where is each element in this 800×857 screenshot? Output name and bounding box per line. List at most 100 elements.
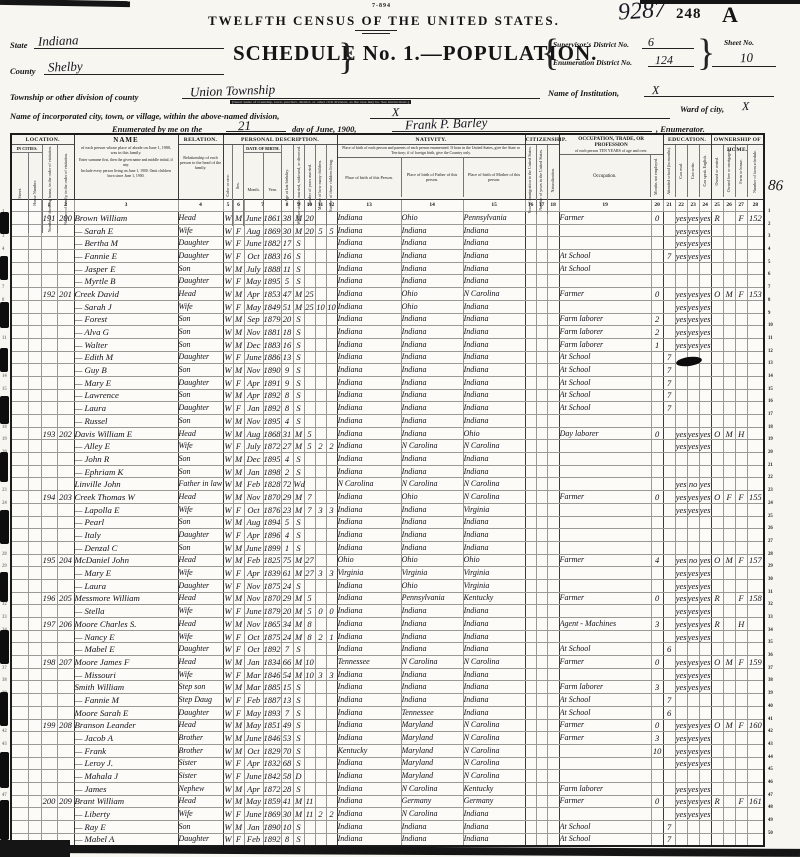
cell: 3 [325,566,338,580]
cell [40,388,58,403]
cell [56,578,75,593]
cell [56,325,75,339]
cell [722,274,736,289]
cell: S [292,452,305,466]
cell [558,274,652,289]
cell [734,540,748,555]
cell: yes [686,337,700,352]
cell [650,832,664,847]
cell: Ohio [400,578,464,593]
cell [662,617,676,631]
cell [674,540,688,555]
cell: Indiana [462,337,526,352]
cell: S [292,693,305,707]
cell: Jan [243,655,264,669]
state-county-brace: } [338,36,357,78]
cell: N Carolina [400,807,464,821]
cell: 30 [280,223,294,238]
cell [56,807,75,821]
cell [303,528,316,542]
cell: Indiana [400,325,464,339]
cell [662,236,676,251]
cell: 10 [280,820,294,834]
cell: yes [674,566,688,580]
cell [10,452,29,466]
cell: yes [698,236,712,251]
column-number: 28 [746,199,765,212]
cell: N Carolina [462,743,526,758]
cell [535,680,548,695]
cell: 17 [280,236,294,251]
cell: Maryland [400,718,464,733]
cell [524,312,537,327]
cell [524,718,537,733]
cell [746,236,765,251]
cell [27,490,42,504]
cell: W [222,566,234,580]
cell: Indiana [462,667,526,682]
scan-edge-smudge-top-right [640,0,800,4]
cell: 203 [56,490,75,504]
cell: 1875 [262,629,282,644]
right-brace: } [697,32,716,74]
occupation-sub: of each person TEN YEARS of age and over… [574,148,648,153]
cell: 7 [662,249,676,263]
cell: 25 [303,299,316,314]
cell: F [734,794,748,809]
row-number: 41 [768,716,773,722]
cell: yes [674,807,688,821]
cell: yes [686,617,700,631]
cell [40,299,58,314]
cell: May [243,718,264,733]
cell: At School [558,249,652,263]
cell: yes [686,299,700,314]
cell [650,464,664,479]
cell [27,502,42,517]
cell [674,769,688,783]
cell: 47 [280,287,294,301]
cell: Indiana [462,604,526,618]
cell: M [292,566,305,580]
cell: 1870 [262,490,282,504]
cell: 2 [314,629,327,644]
cell: yes [698,490,712,504]
census-row: — Guy B Son W M Nov 1890 9 S Indiana Indiana India… [10,363,765,377]
cell: Indiana [336,578,402,593]
cell [746,325,765,339]
cell [27,414,42,428]
cell [650,236,664,251]
cell: Daughter [177,375,224,390]
cell: F [232,566,245,580]
cell [10,655,29,669]
cell [662,261,676,276]
cell [662,528,676,542]
census-row: — Lapolla E Wife W F Oct 1876 23 M 7 3 3 Indiana Ind… [10,502,765,517]
cell: Head [177,211,224,225]
cell [535,401,548,415]
cell: 5 [303,591,316,606]
cell: Sister [177,769,224,783]
cell [314,350,327,365]
cell [650,820,664,834]
cell [558,223,652,238]
cell [546,515,560,530]
cell [524,629,537,644]
row-number: 50 [768,830,773,836]
census-row: — Russel Son W M Nov 1895 4 S Indiana Indiana Indi… [10,414,765,428]
cell: W [222,756,234,771]
cell [698,693,712,707]
cell [524,807,537,821]
cell: O [710,287,724,301]
cell: Indiana [336,718,402,733]
cell [746,388,765,403]
row-number: 15 [2,386,7,392]
cell [535,274,548,289]
cell: N Carolina [462,756,526,771]
cell: F [232,769,245,783]
cell: — Lapolla E [73,502,179,517]
cell [746,642,765,657]
cell [314,820,327,834]
cell: Indiana [336,375,402,390]
cell [734,515,748,530]
cell: W [222,629,234,644]
